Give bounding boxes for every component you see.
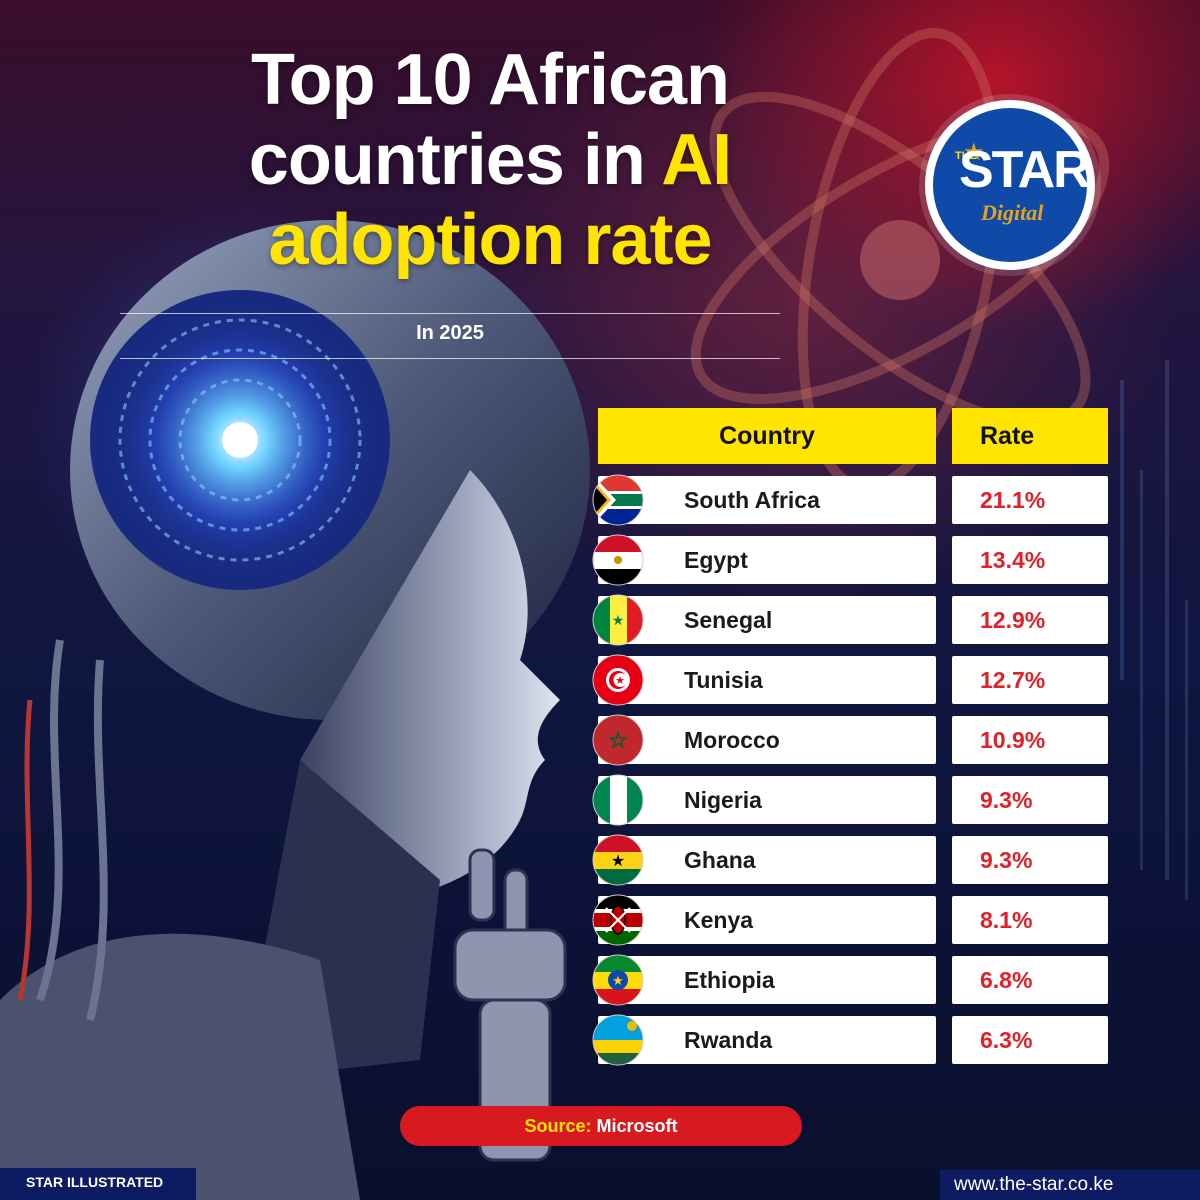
rate-value: 12.7% xyxy=(980,667,1046,693)
title-line-3: adoption rate xyxy=(268,200,712,280)
rate-value: 12.9% xyxy=(980,607,1046,633)
column-header-country: Country xyxy=(598,408,936,464)
country-name: Ghana xyxy=(684,847,756,873)
subtitle: In 2025 xyxy=(416,322,484,344)
country-name: Egypt xyxy=(684,547,748,573)
logo-star: STAR xyxy=(959,141,1091,199)
table-row-rate: 6.3% xyxy=(952,1016,1108,1064)
source-label: Source: xyxy=(524,1116,592,1136)
svg-text:★: ★ xyxy=(615,675,625,687)
svg-text:★: ★ xyxy=(612,612,625,628)
senegal-flag-icon: ★ xyxy=(592,594,644,646)
south-africa-flag-icon xyxy=(592,474,644,526)
rate-value: 21.1% xyxy=(980,487,1046,513)
title-line-2: countries in AI xyxy=(130,120,850,200)
country-name: Tunisia xyxy=(684,667,763,693)
logo-digital: Digital xyxy=(981,200,1044,225)
table-row-rate: 9.3% xyxy=(952,776,1108,824)
table-row-country: ★ Senegal xyxy=(592,594,936,646)
title-divider-top xyxy=(120,313,780,314)
morocco-flag-icon: ★ xyxy=(592,714,644,766)
nigeria-flag-icon xyxy=(592,774,644,826)
table-row-rate: 12.9% xyxy=(952,596,1108,644)
table-row-country: Kenya xyxy=(592,894,936,946)
rate-value: 6.8% xyxy=(980,967,1033,993)
svg-text:★: ★ xyxy=(611,853,625,870)
country-name: Ethiopia xyxy=(684,967,775,993)
table-row-country: ★ Tunisia xyxy=(592,654,936,706)
egypt-flag-icon xyxy=(592,534,644,586)
table-row-rate: 8.1% xyxy=(952,896,1108,944)
star-digital-logo: ★ THE STAR Digital xyxy=(925,100,1095,270)
rwanda-flag-icon xyxy=(592,1014,644,1066)
rate-value: 13.4% xyxy=(980,547,1046,573)
footer-website[interactable]: www.the-star.co.ke xyxy=(940,1170,1200,1200)
table-row-country: South Africa xyxy=(592,474,936,526)
star-icon: ★ xyxy=(963,139,985,166)
source-badge: Source: Microsoft xyxy=(400,1106,802,1146)
country-name: Kenya xyxy=(684,907,754,933)
table-row-rate: 10.9% xyxy=(952,716,1108,764)
rate-value: 8.1% xyxy=(980,907,1033,933)
rate-value: 6.3% xyxy=(980,1027,1033,1053)
table-row-country: ★ Morocco xyxy=(592,714,936,766)
svg-text:★: ★ xyxy=(612,973,624,988)
country-name: South Africa xyxy=(684,487,820,513)
column-header-rate: Rate xyxy=(952,408,1108,464)
logo-the: THE xyxy=(955,150,977,162)
table-row-country: Egypt xyxy=(592,534,936,586)
svg-text:★: ★ xyxy=(609,730,627,752)
table-row-rate: 13.4% xyxy=(952,536,1108,584)
table-row-rate: 21.1% xyxy=(952,476,1108,524)
table-row-rate: 12.7% xyxy=(952,656,1108,704)
rate-value: 9.3% xyxy=(980,787,1033,813)
rate-value: 10.9% xyxy=(980,727,1046,753)
source-value: Microsoft xyxy=(596,1116,678,1136)
country-name: Rwanda xyxy=(684,1027,773,1053)
chart-title: Top 10 African countries in AI adoption … xyxy=(130,40,850,280)
kenya-flag-icon xyxy=(592,894,644,946)
country-name: Nigeria xyxy=(684,787,762,813)
table-row-country: ★ Ethiopia xyxy=(592,954,936,1006)
title-line-1: Top 10 African xyxy=(250,40,730,120)
tunisia-flag-icon: ★ xyxy=(592,654,644,706)
logo-badge: ★ THE STAR Digital xyxy=(933,108,1091,262)
table-row-country: Nigeria xyxy=(592,774,936,826)
footer-credit: STAR ILLUSTRATED xyxy=(0,1168,196,1200)
country-name: Senegal xyxy=(684,607,773,633)
ethiopia-flag-icon: ★ xyxy=(592,954,644,1006)
table-row-country: Rwanda xyxy=(592,1014,936,1066)
country-name: Morocco xyxy=(684,727,780,753)
ghana-flag-icon: ★ xyxy=(592,834,644,886)
title-highlight: AI xyxy=(661,120,732,200)
table-row-rate: 6.8% xyxy=(952,956,1108,1004)
table-row-rate: 9.3% xyxy=(952,836,1108,884)
rate-value: 9.3% xyxy=(980,847,1033,873)
title-line-2-text: countries in xyxy=(248,120,662,200)
table-row-country: ★ Ghana xyxy=(592,834,936,886)
title-divider-bottom xyxy=(120,358,780,359)
